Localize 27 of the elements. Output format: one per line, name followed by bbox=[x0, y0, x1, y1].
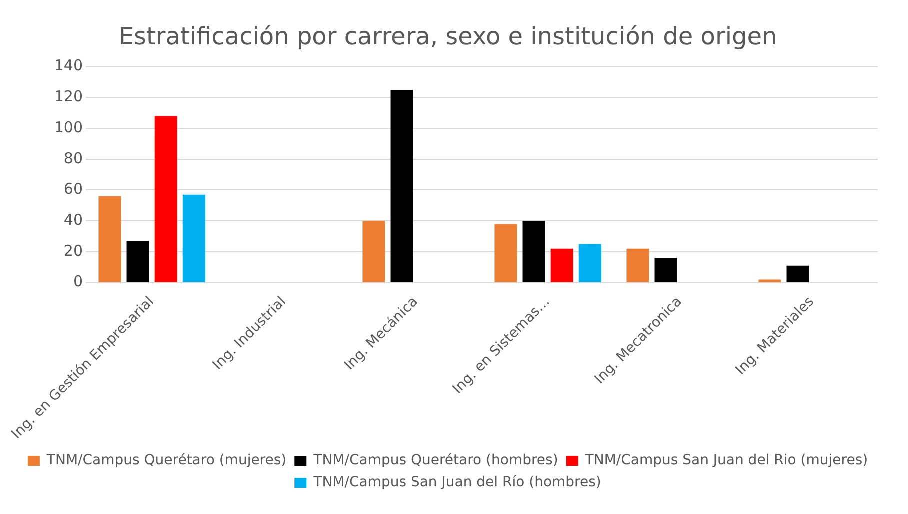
bar bbox=[786, 266, 810, 282]
bar bbox=[550, 248, 574, 282]
bar bbox=[626, 248, 650, 282]
bar bbox=[390, 90, 414, 282]
legend-label: TNM/Campus San Juan del Río (hombres) bbox=[312, 474, 602, 491]
y-tick-label: 0 bbox=[73, 272, 84, 291]
y-tick-label: 40 bbox=[64, 210, 84, 229]
bar bbox=[654, 258, 678, 282]
bar bbox=[126, 241, 150, 282]
legend-label: TNM/Campus Querétaro (mujeres) bbox=[46, 452, 287, 469]
y-tick-label: 80 bbox=[64, 149, 84, 168]
y-tick-label: 120 bbox=[54, 88, 84, 106]
y-tick-label: 60 bbox=[64, 180, 84, 198]
bar bbox=[154, 116, 178, 282]
y-tick-label: 140 bbox=[54, 56, 84, 75]
bar bbox=[182, 194, 206, 282]
chart-title: Estratificación por carrera, sexo e institución de origen bbox=[118, 22, 778, 51]
bar bbox=[578, 244, 602, 282]
y-tick-label: 100 bbox=[54, 118, 84, 136]
legend-label: TNM/Campus San Juan del Rio (mujeres) bbox=[584, 452, 868, 469]
bar bbox=[522, 221, 546, 282]
legend-label: TNM/Campus Querétaro (hombres) bbox=[312, 452, 558, 469]
bar bbox=[98, 196, 122, 282]
bar bbox=[362, 221, 386, 282]
y-tick-label: 20 bbox=[64, 242, 84, 260]
bar bbox=[758, 280, 782, 282]
bar bbox=[494, 224, 518, 282]
